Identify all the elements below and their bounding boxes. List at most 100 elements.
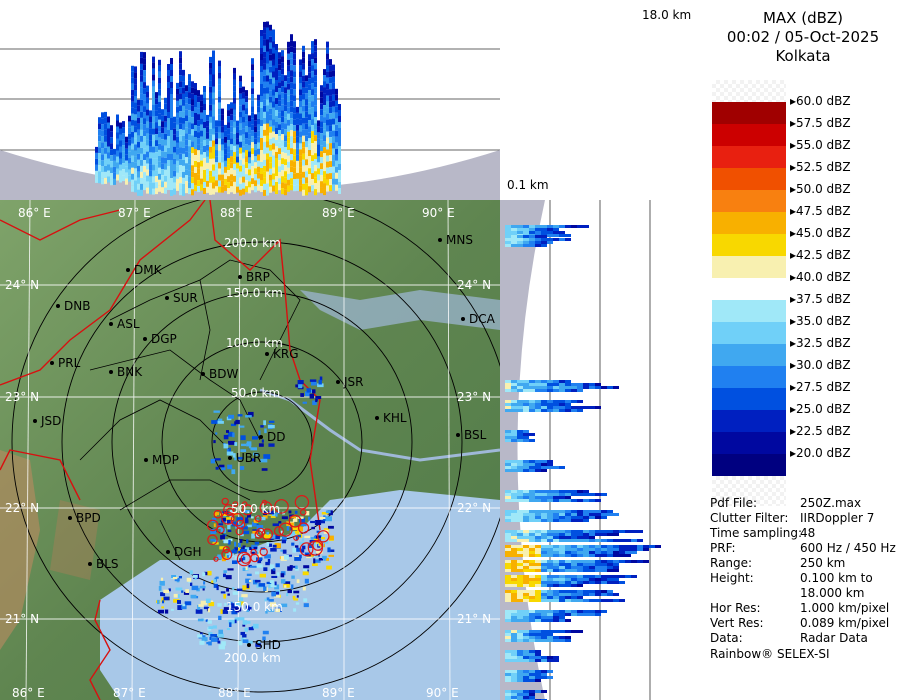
echo-cell — [149, 182, 152, 189]
echo-cell — [332, 88, 335, 95]
echo-cell — [288, 510, 292, 514]
echo-cell — [281, 116, 284, 123]
echo-cell — [505, 599, 511, 602]
echo-cell — [200, 94, 203, 101]
echo-cell — [170, 112, 173, 118]
echo-cell — [227, 182, 230, 189]
echo-cell — [565, 536, 571, 539]
echo-cell — [146, 127, 149, 134]
echo-cell — [152, 68, 155, 75]
echo-cell — [191, 147, 194, 154]
echo-cell — [263, 141, 266, 148]
echo-cell — [326, 185, 329, 192]
echo-cell — [547, 400, 553, 403]
echo-cell — [517, 676, 523, 679]
echo-cell — [311, 119, 314, 126]
echo-cell — [326, 113, 329, 120]
echo-cell — [245, 605, 250, 609]
echo-cell — [505, 383, 511, 386]
echo-cell — [643, 548, 649, 551]
echo-cell — [257, 148, 260, 155]
echo-cell — [293, 53, 296, 60]
scale-label: ▸57.5 dBZ — [790, 116, 851, 130]
echo-cell — [517, 225, 523, 228]
echo-cell — [170, 608, 174, 611]
echo-cell — [505, 386, 511, 389]
echo-cell — [155, 98, 158, 105]
echo-cell — [541, 619, 547, 622]
echo-cell — [535, 563, 541, 566]
echo-cell — [559, 499, 565, 502]
echo-cell — [505, 679, 511, 682]
echo-cell — [206, 162, 209, 169]
echo-cell — [631, 545, 637, 548]
echo-cell — [275, 86, 278, 92]
echo-cell — [101, 112, 104, 119]
echo-cell — [146, 139, 149, 146]
city-label: DCA — [469, 312, 496, 326]
echo-cell — [589, 493, 595, 496]
echo-cell — [266, 129, 269, 136]
echo-cell — [559, 510, 565, 513]
echo-cell — [179, 183, 182, 190]
echo-cell — [511, 238, 517, 241]
echo-cell — [297, 380, 304, 385]
echo-cell — [128, 157, 131, 164]
echo-cell — [176, 178, 179, 185]
echo-cell — [272, 143, 275, 150]
echo-cell — [601, 560, 607, 563]
echo-cell — [541, 228, 547, 231]
echo-cell — [200, 112, 203, 119]
echo-cell — [292, 517, 298, 522]
echo-cell — [505, 436, 511, 439]
echo-cell — [571, 578, 577, 581]
echo-cell — [511, 490, 517, 493]
echo-contour — [298, 522, 310, 534]
echo-cell — [577, 400, 583, 403]
echo-cell — [244, 627, 248, 632]
echo-cell — [190, 594, 197, 599]
echo-cell — [326, 131, 329, 138]
echo-cell — [523, 596, 529, 599]
echo-cell — [158, 59, 161, 66]
echo-cell — [541, 516, 547, 519]
echo-cell — [242, 624, 246, 627]
echo-cell — [266, 147, 269, 154]
echo-cell — [240, 547, 243, 550]
echo-cell — [511, 566, 517, 569]
echo-cell — [314, 147, 317, 154]
echo-cell — [179, 57, 182, 64]
echo-cell — [523, 693, 529, 696]
echo-cell — [227, 176, 230, 183]
echo-cell — [329, 137, 332, 144]
echo-cell — [291, 542, 295, 546]
echo-cell — [511, 231, 517, 234]
echo-cell — [577, 590, 583, 593]
radar-map[interactable]: 86° E 87° E 88° E 89° E 90° E 86° E 87° … — [0, 200, 500, 700]
echo-cell — [203, 170, 206, 176]
echo-cell — [287, 131, 290, 138]
echo-cell — [314, 111, 317, 118]
echo-cell — [248, 169, 251, 176]
echo-cell — [505, 513, 511, 516]
echo-cell — [257, 559, 262, 564]
echo-cell — [209, 170, 212, 177]
echo-cell — [553, 590, 559, 593]
echo-cell — [161, 151, 164, 158]
echo-cell — [242, 164, 245, 171]
radar-map-panel[interactable]: 86° E 87° E 88° E 89° E 90° E 86° E 87° … — [0, 200, 500, 700]
echo-cell — [194, 113, 197, 119]
echo-cell — [299, 131, 302, 138]
echo-cell — [131, 179, 134, 186]
echo-cell — [122, 151, 125, 158]
echo-cell — [326, 53, 329, 60]
echo-cell — [231, 469, 236, 475]
echo-cell — [237, 542, 241, 548]
city-label: DMK — [134, 263, 163, 277]
echo-cell — [559, 616, 565, 619]
echo-cell — [541, 231, 547, 234]
echo-cell — [589, 539, 595, 542]
echo-cell — [185, 145, 188, 152]
echo-cell — [266, 81, 269, 88]
echo-cell — [230, 138, 233, 145]
